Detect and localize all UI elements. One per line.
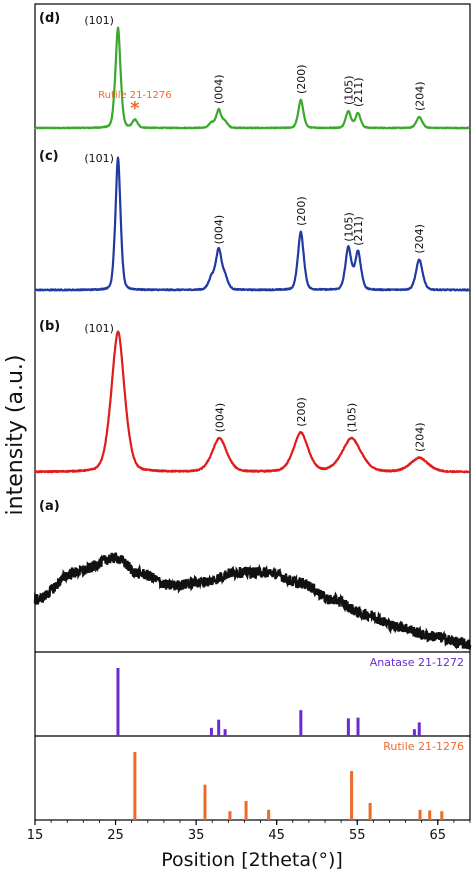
x-axis: 15 25 35 45 55 65	[27, 820, 471, 843]
panel-label: (c)	[39, 149, 59, 164]
peak-label: (200)	[295, 397, 308, 427]
pattern-a: (a)	[33, 499, 472, 650]
panel-label: (b)	[39, 319, 60, 334]
pattern-c: (c) (101) (004) (200) (105)(211) (204)	[34, 149, 471, 292]
peak-label: (200)	[295, 64, 308, 94]
peak-label: (105)	[342, 212, 355, 242]
x-tick-label: 35	[188, 828, 205, 843]
x-tick-label: 25	[107, 828, 124, 843]
peak-label: (101)	[84, 152, 114, 165]
x-tick-label: 15	[27, 828, 44, 843]
x-tick-label: 55	[349, 828, 366, 843]
reference-anatase: Anatase 21-1272	[116, 656, 464, 736]
pattern-b: (b) (101) (004) (200) (105) (204)	[34, 319, 471, 474]
x-axis-label: Position [2theta(°)]	[161, 849, 343, 871]
peak-label: (004)	[213, 74, 226, 104]
pattern-line	[33, 552, 472, 650]
reference-name: Rutile 21-1276	[383, 740, 464, 753]
peak-label: (211)	[352, 216, 365, 246]
rutile-marker: *	[130, 98, 140, 119]
pattern-line	[34, 26, 471, 130]
rutile-annotation: Rutile 21-1276	[98, 90, 171, 101]
x-tick-label: 45	[268, 828, 285, 843]
peak-label: (204)	[413, 224, 426, 254]
panel-label: (a)	[39, 499, 60, 514]
pattern-line	[34, 330, 471, 474]
peak-label: (204)	[413, 422, 426, 452]
pattern-line	[34, 156, 471, 292]
plot-frame	[34, 3, 471, 821]
reference-rutile: Rutile 21-1276	[133, 740, 464, 820]
panel-label: (d)	[39, 11, 60, 26]
pattern-d: (d) (101) (004) (200) (105)(211) (204) *Rutile…	[34, 11, 471, 130]
peak-label: (105)	[346, 403, 359, 433]
y-axis-label: intensity (a.u.)	[3, 355, 28, 516]
x-tick-label: 65	[430, 828, 447, 843]
peak-label: (211)	[352, 77, 365, 107]
peak-label: (200)	[295, 196, 308, 226]
peak-label: (101)	[84, 14, 114, 27]
peak-label: (004)	[213, 403, 226, 433]
peak-label: (101)	[84, 322, 114, 335]
peak-label: (004)	[213, 215, 226, 245]
peak-label: (204)	[413, 81, 426, 111]
peak-label: (105)	[342, 75, 355, 105]
reference-name: Anatase 21-1272	[370, 656, 464, 669]
plot-area: (d) (101)(004) (200) (105)(211) (204)*Rutile…	[27, 3, 472, 843]
